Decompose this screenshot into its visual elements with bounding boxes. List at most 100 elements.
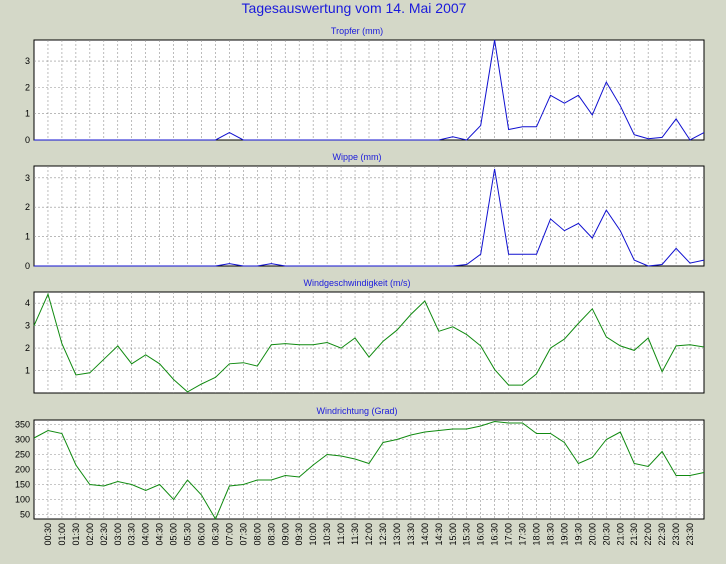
data-point bbox=[159, 265, 161, 267]
data-point bbox=[131, 363, 133, 365]
data-point bbox=[257, 479, 259, 481]
data-point bbox=[75, 374, 77, 376]
data-point bbox=[438, 139, 440, 141]
data-point bbox=[131, 265, 133, 267]
data-point bbox=[89, 484, 91, 486]
x-tick-label: 13:30 bbox=[406, 523, 416, 546]
data-point bbox=[410, 434, 412, 436]
y-tick-label: 2 bbox=[25, 343, 30, 353]
y-tick-label: 1 bbox=[25, 109, 30, 119]
data-point bbox=[243, 265, 245, 267]
data-point bbox=[480, 425, 482, 427]
data-point bbox=[382, 265, 384, 267]
chart-panels: 0 1 2 3 Tropfer (mm) 0 1 2 3 Wippe (mm) 1 2 3 4 Windge… bbox=[15, 26, 705, 546]
data-point bbox=[131, 484, 133, 486]
data-point bbox=[592, 457, 594, 459]
data-point bbox=[61, 433, 63, 435]
data-point bbox=[270, 263, 272, 265]
data-point bbox=[494, 421, 496, 423]
data-point bbox=[173, 379, 175, 381]
data-point bbox=[298, 344, 300, 346]
data-point bbox=[187, 139, 189, 141]
x-tick-label: 19:00 bbox=[559, 523, 569, 546]
data-point bbox=[508, 129, 510, 131]
data-point bbox=[33, 139, 35, 141]
data-point bbox=[89, 372, 91, 374]
data-point bbox=[173, 265, 175, 267]
data-point bbox=[89, 139, 91, 141]
data-point bbox=[452, 326, 454, 328]
data-point bbox=[550, 94, 552, 96]
data-point bbox=[145, 490, 147, 492]
data-point bbox=[257, 365, 259, 367]
data-point bbox=[33, 265, 35, 267]
x-tick-label: 22:00 bbox=[643, 523, 653, 546]
data-point bbox=[605, 81, 607, 83]
data-point bbox=[89, 265, 91, 267]
data-point bbox=[661, 137, 663, 139]
y-tick-label: 1 bbox=[25, 232, 30, 242]
data-point bbox=[326, 454, 328, 456]
data-point bbox=[47, 265, 49, 267]
data-point bbox=[452, 265, 454, 267]
x-tick-label: 20:00 bbox=[587, 523, 597, 546]
data-point bbox=[75, 464, 77, 466]
x-tick-label: 10:30 bbox=[322, 523, 332, 546]
data-point bbox=[619, 345, 621, 347]
data-point bbox=[340, 265, 342, 267]
data-point bbox=[187, 391, 189, 393]
data-point bbox=[312, 139, 314, 141]
data-point bbox=[75, 139, 77, 141]
y-tick-label: 300 bbox=[15, 435, 30, 445]
data-point bbox=[382, 341, 384, 343]
data-point bbox=[382, 139, 384, 141]
data-point bbox=[452, 428, 454, 430]
data-point bbox=[229, 363, 231, 365]
data-point bbox=[480, 253, 482, 255]
data-point bbox=[284, 265, 286, 267]
data-point bbox=[536, 433, 538, 435]
data-point bbox=[703, 472, 705, 474]
data-point bbox=[633, 134, 635, 136]
data-point bbox=[243, 139, 245, 141]
data-point bbox=[103, 265, 105, 267]
data-point bbox=[145, 354, 147, 356]
x-tick-label: 14:30 bbox=[434, 523, 444, 546]
data-point bbox=[522, 253, 524, 255]
data-point bbox=[396, 139, 398, 141]
y-tick-label: 3 bbox=[25, 173, 30, 183]
x-tick-label: 15:00 bbox=[448, 523, 458, 546]
x-tick-label: 00:30 bbox=[43, 523, 53, 546]
data-point bbox=[466, 139, 468, 141]
data-point bbox=[117, 265, 119, 267]
y-tick-label: 0 bbox=[25, 135, 30, 145]
y-tick-label: 350 bbox=[15, 420, 30, 430]
y-tick-label: 1 bbox=[25, 366, 30, 376]
data-point bbox=[298, 139, 300, 141]
data-point bbox=[619, 431, 621, 433]
data-point bbox=[61, 343, 63, 345]
data-point bbox=[159, 139, 161, 141]
data-point bbox=[117, 345, 119, 347]
y-tick-label: 200 bbox=[15, 465, 30, 475]
panel-title: Windgeschwindigkeit (m/s) bbox=[303, 278, 410, 288]
data-point bbox=[424, 431, 426, 433]
data-point bbox=[396, 265, 398, 267]
data-point bbox=[605, 209, 607, 211]
x-tick-label: 20:30 bbox=[601, 523, 611, 546]
data-point bbox=[215, 139, 217, 141]
data-point bbox=[689, 262, 691, 264]
data-point bbox=[494, 168, 496, 170]
data-point bbox=[47, 293, 49, 295]
x-tick-label: 22:30 bbox=[657, 523, 667, 546]
data-point bbox=[438, 265, 440, 267]
x-tick-label: 01:00 bbox=[57, 523, 67, 546]
data-point bbox=[480, 125, 482, 127]
data-point bbox=[61, 139, 63, 141]
data-point bbox=[438, 430, 440, 432]
data-point bbox=[173, 499, 175, 501]
x-axis: 00:30 01:00 01:30 02:00 02:30 03:00 03:30 04:00… bbox=[43, 523, 695, 546]
y-tick-label: 50 bbox=[20, 510, 30, 520]
x-tick-label: 12:00 bbox=[364, 523, 374, 546]
data-point bbox=[508, 422, 510, 424]
